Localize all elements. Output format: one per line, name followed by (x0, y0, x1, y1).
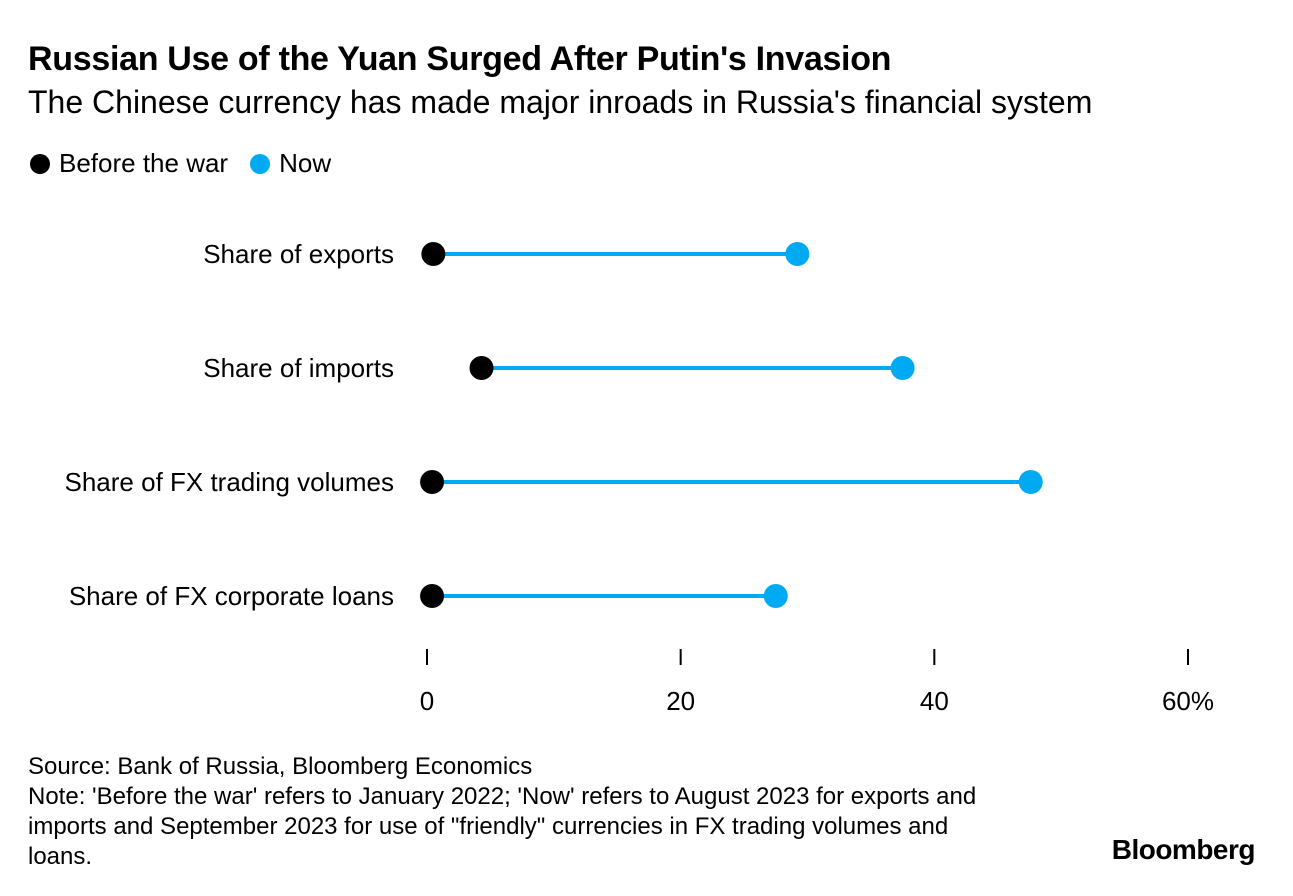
now-point (890, 356, 915, 380)
category-label: Share of imports (203, 353, 394, 383)
now-point (1018, 470, 1043, 494)
legend-item-before: Before the war (30, 148, 228, 179)
chart-plot: Share of exports Share of imports Share of… (65, 239, 1215, 716)
before-war-point (421, 242, 446, 266)
before-war-point (420, 470, 445, 494)
chart-subtitle: The Chinese currency has made major inro… (28, 84, 1093, 120)
bloomberg-logo: Bloomberg (1111, 834, 1256, 865)
x-tick-label: 40 (920, 686, 949, 716)
category-label: Share of exports (203, 239, 394, 269)
legend: Before the war Now (30, 148, 353, 179)
legend-item-now: Now (250, 148, 331, 179)
legend-swatch-before (30, 153, 50, 174)
before-war-point (469, 356, 494, 380)
chart-title: Russian Use of the Yuan Surged After Put… (28, 40, 892, 78)
before-war-point (420, 584, 445, 608)
category-label: Share of FX corporate loans (69, 581, 394, 611)
source-note: Source: Bank of Russia, Bloomberg Econom… (28, 753, 533, 780)
now-point (763, 584, 788, 608)
x-tick-label: 60% (1162, 686, 1214, 716)
x-tick-label: 20 (666, 686, 695, 716)
footer: Source: Bank of Russia, Bloomberg Econom… (28, 752, 1018, 872)
x-tick-label: 0 (420, 686, 434, 716)
footnote: Note: 'Before the war' refers to January… (28, 783, 977, 870)
legend-swatch-now (250, 153, 271, 174)
now-point (785, 242, 810, 266)
legend-label-before: Before the war (59, 148, 229, 178)
legend-label-now: Now (279, 148, 332, 178)
category-label: Share of FX trading volumes (65, 467, 395, 497)
